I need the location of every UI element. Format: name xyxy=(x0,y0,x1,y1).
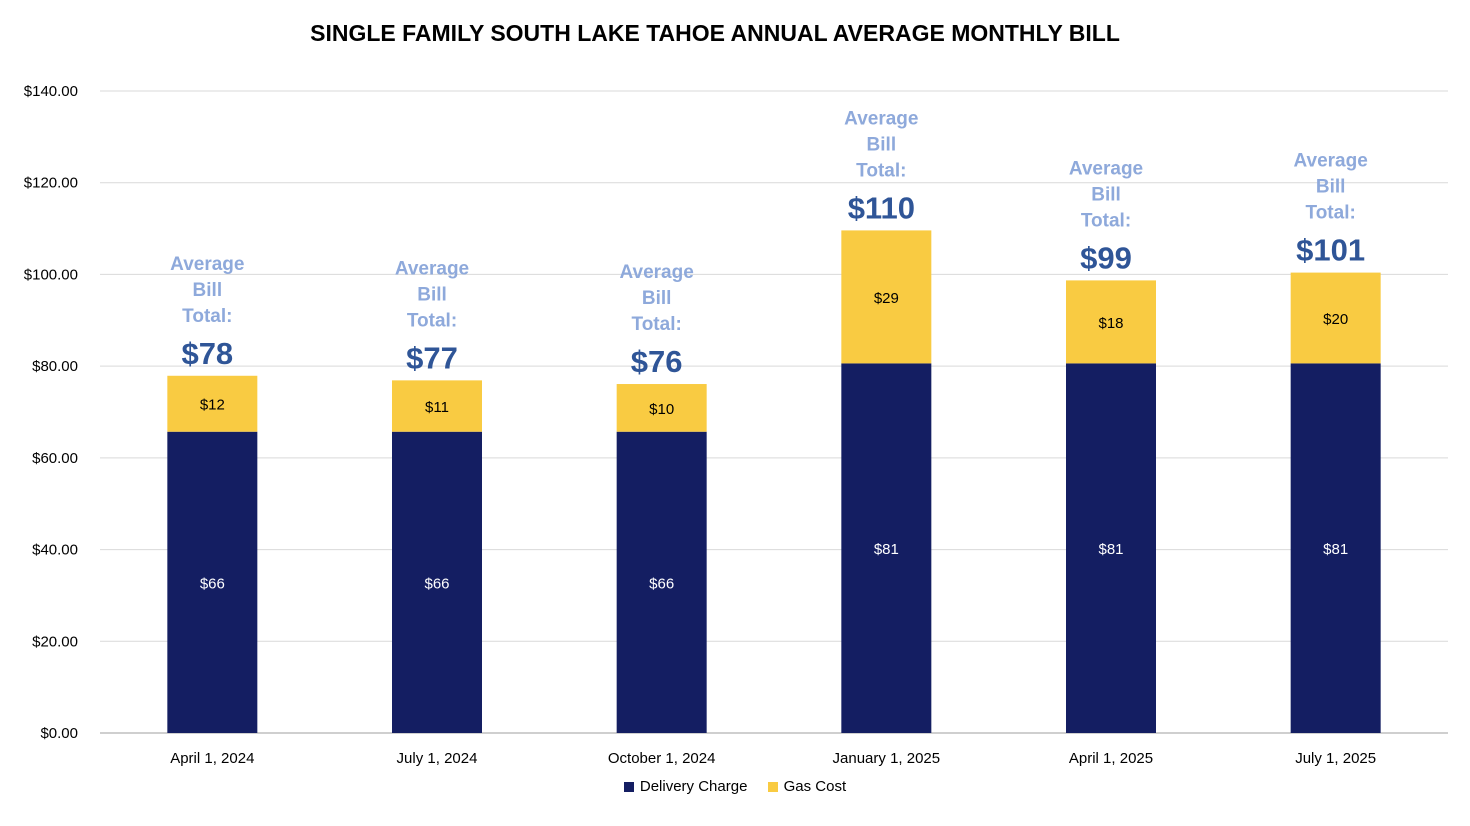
average-bill-total-label: Average xyxy=(620,262,694,283)
average-bill-total-label: Average xyxy=(395,258,469,279)
average-bill-total-value: $110 xyxy=(848,190,915,225)
average-bill-total-label: Total: xyxy=(1081,210,1131,231)
average-bill-total-value: $101 xyxy=(1296,233,1365,268)
average-bill-total-label: Bill xyxy=(642,288,672,309)
data-label: $66 xyxy=(424,575,449,592)
x-tick-label: July 1, 2024 xyxy=(397,750,478,767)
average-bill-total-label: Bill xyxy=(417,284,447,305)
data-label: $81 xyxy=(1098,541,1123,558)
data-label: $81 xyxy=(1323,541,1348,558)
bar-gas xyxy=(167,375,258,432)
y-tick-label: $140.00 xyxy=(24,83,78,100)
average-bill-total-value: $77 xyxy=(406,340,458,375)
average-bill-total-label: Total: xyxy=(407,310,457,331)
x-tick-label: July 1, 2025 xyxy=(1295,750,1376,767)
data-label: $20 xyxy=(1323,311,1348,328)
data-label: $66 xyxy=(649,575,674,592)
y-tick-label: $80.00 xyxy=(32,358,78,375)
average-bill-total-label: Average xyxy=(170,254,244,275)
y-tick-label: $100.00 xyxy=(24,266,78,283)
bar-gas xyxy=(1290,272,1381,364)
legend-item-delivery: Delivery Charge xyxy=(623,778,748,795)
average-bill-total-label: Total: xyxy=(632,314,682,335)
legend: Delivery Charge Gas Cost xyxy=(0,778,1470,795)
data-label: $10 xyxy=(649,401,674,418)
x-tick-label: April 1, 2025 xyxy=(1069,750,1153,767)
bar-delivery xyxy=(616,431,707,733)
average-bill-total-label: Bill xyxy=(867,134,897,155)
legend-item-gas: Gas Cost xyxy=(767,778,847,795)
bar-delivery xyxy=(1290,363,1381,733)
data-label: $11 xyxy=(425,399,449,416)
bar-gas xyxy=(616,384,707,432)
x-tick-label: October 1, 2024 xyxy=(608,750,716,767)
bar-delivery xyxy=(167,431,258,733)
data-label: $66 xyxy=(200,575,225,592)
bar-delivery xyxy=(841,363,932,733)
legend-swatch-delivery xyxy=(623,782,634,793)
average-bill-total-label: Average xyxy=(1294,151,1368,172)
legend-swatch-gas xyxy=(767,782,778,793)
average-bill-total-value: $99 xyxy=(1080,240,1132,275)
average-bill-total-label: Total: xyxy=(856,160,906,181)
average-bill-total-label: Total: xyxy=(1306,203,1356,224)
y-tick-label: $60.00 xyxy=(32,450,78,467)
average-bill-total-value: $76 xyxy=(631,344,683,379)
legend-label-delivery: Delivery Charge xyxy=(639,778,748,795)
average-bill-total-label: Bill xyxy=(193,280,223,301)
average-bill-total-label: Bill xyxy=(1316,177,1346,198)
bar-delivery xyxy=(392,431,482,733)
average-bill-total-label: Average xyxy=(844,108,918,129)
average-bill-total-label: Bill xyxy=(1091,184,1121,205)
average-bill-total-value: $78 xyxy=(181,336,233,371)
data-label: $18 xyxy=(1098,315,1123,332)
x-tick-label: April 1, 2024 xyxy=(170,750,254,767)
bar-gas xyxy=(841,230,932,364)
bar-gas xyxy=(392,380,482,432)
y-tick-label: $20.00 xyxy=(32,633,78,650)
bar-gas xyxy=(1066,280,1156,364)
bar-delivery xyxy=(1066,363,1156,733)
average-bill-total-label: Average xyxy=(1069,158,1143,179)
data-label: $12 xyxy=(200,397,225,414)
data-label: $29 xyxy=(874,290,899,307)
y-tick-label: $0.00 xyxy=(40,725,78,742)
legend-label-gas: Gas Cost xyxy=(783,778,847,795)
y-tick-label: $40.00 xyxy=(32,542,78,559)
average-bill-total-label: Total: xyxy=(182,306,232,327)
x-tick-label: January 1, 2025 xyxy=(833,750,941,767)
chart-title: SINGLE FAMILY SOUTH LAKE TAHOE ANNUAL AV… xyxy=(310,20,1120,46)
data-label: $81 xyxy=(874,541,899,558)
y-tick-label: $120.00 xyxy=(24,175,78,192)
